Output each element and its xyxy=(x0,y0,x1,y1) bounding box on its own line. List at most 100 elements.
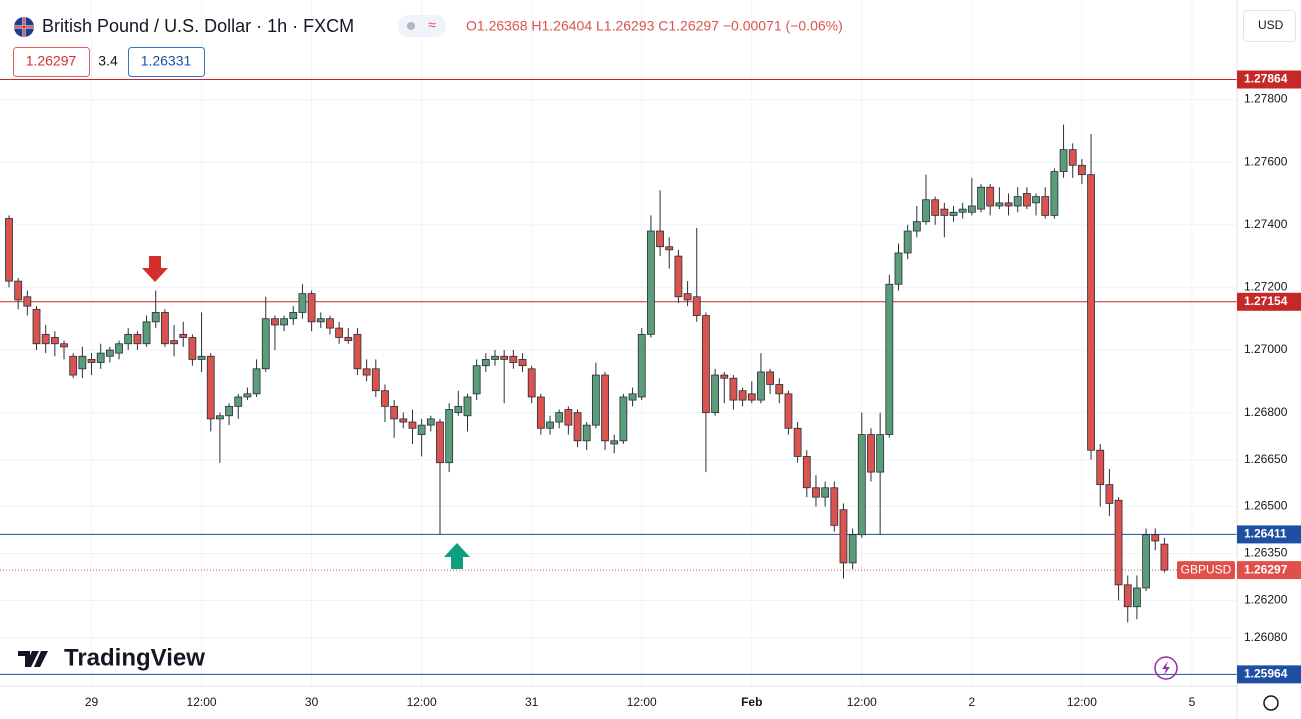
candle-body xyxy=(903,230,912,254)
candle-body xyxy=(812,487,820,498)
candle-body xyxy=(298,293,307,313)
x-tick-label: 12:00 xyxy=(1067,695,1097,709)
indicator-toggle[interactable] xyxy=(398,15,446,37)
candle-body xyxy=(115,343,123,354)
candle-body xyxy=(546,421,554,429)
currency-button[interactable] xyxy=(1243,10,1296,42)
settings-icon[interactable] xyxy=(1263,695,1279,711)
y-tick-label: 1.26800 xyxy=(1244,405,1288,419)
candle-body xyxy=(665,246,674,251)
y-tick-label: 1.26080 xyxy=(1244,630,1288,644)
x-tick-label: 12:00 xyxy=(407,695,437,709)
candle-body xyxy=(14,280,23,301)
candle-body xyxy=(720,374,729,379)
candle-body xyxy=(399,418,408,423)
candle-body xyxy=(1096,449,1105,486)
sell-box[interactable] xyxy=(13,47,90,77)
candle-body xyxy=(307,293,316,323)
candle-body xyxy=(995,202,1004,207)
candle-body xyxy=(271,318,279,326)
candle-body xyxy=(958,208,967,213)
candle-body xyxy=(78,355,87,370)
ohlc-values: O1.26368 H1.26404 L1.26293 C1.26297 −0.0… xyxy=(466,18,843,34)
candle-body xyxy=(839,509,848,564)
spread: 3.4 xyxy=(98,53,118,69)
candle-body xyxy=(1077,164,1086,176)
candle-body xyxy=(1142,534,1150,589)
x-tick-label: 29 xyxy=(85,695,99,709)
candle-body xyxy=(674,255,683,298)
candle-body xyxy=(1050,171,1059,216)
candle-body xyxy=(316,318,325,323)
candle-body xyxy=(876,434,885,473)
candle-body xyxy=(225,405,233,417)
x-tick-label: 12:00 xyxy=(187,695,217,709)
candle-body xyxy=(87,359,96,363)
candle-body xyxy=(848,534,857,564)
candle-body xyxy=(738,390,747,401)
candle-body xyxy=(1114,499,1123,586)
candle-body xyxy=(390,405,399,420)
candle-body xyxy=(591,374,600,426)
currency: USD xyxy=(1258,18,1284,32)
logo-text: TradingView xyxy=(64,644,205,671)
candle-body xyxy=(417,424,426,435)
candle-body xyxy=(1133,587,1141,608)
candle-body xyxy=(1032,196,1040,204)
candle-body xyxy=(381,390,389,407)
candle-body xyxy=(179,333,188,338)
candle-body xyxy=(344,337,353,342)
candle-body xyxy=(160,312,169,345)
candle-body xyxy=(747,393,756,401)
candle-body xyxy=(986,186,995,207)
candle-body xyxy=(491,355,499,360)
candle-body xyxy=(445,409,454,464)
level-label: 1.25964 xyxy=(1244,667,1288,681)
candle-body xyxy=(1004,202,1013,207)
candle-body xyxy=(472,365,481,395)
level-tag xyxy=(1237,292,1301,311)
candle-body xyxy=(23,296,32,307)
candle-body xyxy=(124,333,133,345)
levels xyxy=(0,79,1237,675)
candle-body xyxy=(1022,193,1031,207)
candle-body xyxy=(481,359,490,367)
x-tick-label: 30 xyxy=(305,695,319,709)
candle-body xyxy=(408,421,417,429)
x-tick-label: 2 xyxy=(969,695,976,709)
y-tick-label: 1.26200 xyxy=(1244,593,1288,607)
y-tick-label: 1.26650 xyxy=(1244,452,1288,466)
candle-body xyxy=(261,318,270,370)
candle-body xyxy=(362,368,371,376)
candle-body xyxy=(243,393,252,398)
x-tick-label: Feb xyxy=(741,695,762,709)
candle-body xyxy=(573,412,582,442)
level-tag xyxy=(1237,525,1301,544)
candle-body xyxy=(647,230,655,335)
y-tick-label: 1.27600 xyxy=(1244,154,1288,168)
candle-body xyxy=(793,427,802,457)
candle-body xyxy=(188,337,197,360)
candle-body xyxy=(142,321,151,345)
candle-body xyxy=(867,434,875,473)
last-price-label: 1.26297 xyxy=(1244,562,1288,576)
buy-box[interactable] xyxy=(128,47,205,77)
candle-body xyxy=(894,252,903,285)
candle-body xyxy=(582,424,591,442)
candle-body xyxy=(518,359,527,367)
candle-body xyxy=(426,418,435,426)
candle-body xyxy=(830,487,839,526)
alert-icon[interactable] xyxy=(1154,656,1178,680)
sell-price: 1.26297 xyxy=(26,53,77,69)
candle-body xyxy=(967,205,976,213)
candle-body xyxy=(96,352,105,363)
candle-body xyxy=(702,315,710,414)
symbol-title: British Pound / U.S. Dollar · 1h · FXCM xyxy=(42,16,354,36)
level-tag xyxy=(1237,665,1301,684)
candle-body xyxy=(949,211,958,216)
logo-mark xyxy=(18,651,48,667)
candle-body xyxy=(1105,484,1114,504)
candle-body xyxy=(555,412,564,423)
